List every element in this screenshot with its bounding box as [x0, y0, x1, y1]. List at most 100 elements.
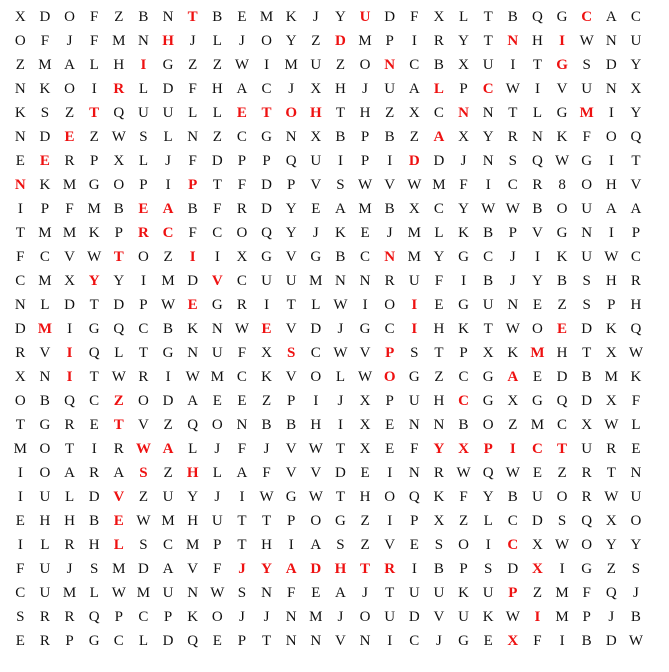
grid-letter[interactable]: J [288, 80, 295, 97]
grid-letter[interactable]: L [433, 80, 444, 97]
grid-letter[interactable]: S [139, 536, 148, 553]
grid-letter[interactable]: J [165, 152, 171, 169]
grid-letter[interactable]: R [581, 488, 592, 505]
grid-letter[interactable]: O [310, 512, 322, 529]
grid-letter[interactable]: A [236, 464, 248, 481]
grid-letter[interactable]: S [582, 296, 591, 313]
grid-letter[interactable]: N [507, 296, 519, 313]
grid-letter[interactable]: O [236, 224, 248, 241]
grid-letter[interactable]: V [335, 632, 346, 649]
grid-letter[interactable]: Q [187, 416, 199, 433]
grid-letter[interactable]: B [113, 200, 124, 217]
grid-letter[interactable]: U [581, 200, 593, 217]
grid-letter[interactable]: O [138, 392, 149, 409]
grid-letter[interactable]: I [534, 608, 541, 625]
grid-letter[interactable]: O [556, 200, 568, 217]
grid-letter[interactable]: O [285, 104, 298, 121]
grid-letter[interactable]: X [630, 80, 642, 97]
grid-letter[interactable]: V [359, 344, 371, 361]
grid-letter[interactable]: N [532, 128, 543, 145]
grid-letter[interactable]: S [434, 536, 444, 553]
grid-letter[interactable]: V [532, 224, 543, 241]
grid-letter[interactable]: V [310, 176, 322, 193]
grid-letter[interactable]: G [162, 56, 174, 73]
grid-letter[interactable]: V [285, 248, 297, 265]
grid-letter[interactable]: T [113, 416, 124, 433]
grid-letter[interactable]: N [138, 32, 149, 49]
grid-letter[interactable]: B [384, 200, 395, 217]
grid-letter[interactable]: K [187, 608, 199, 625]
grid-letter[interactable]: D [64, 296, 75, 313]
grid-letter[interactable]: I [17, 464, 23, 481]
grid-letter[interactable]: M [604, 368, 618, 385]
grid-letter[interactable]: D [39, 128, 51, 145]
grid-letter[interactable]: X [605, 512, 617, 529]
grid-letter[interactable]: Q [581, 512, 593, 529]
grid-letter[interactable]: U [162, 584, 174, 601]
grid-letter[interactable]: O [14, 32, 26, 49]
grid-letter[interactable]: X [605, 344, 617, 361]
grid-letter[interactable]: X [532, 536, 543, 553]
grid-letter[interactable]: A [64, 464, 75, 481]
grid-letter[interactable]: Y [187, 488, 199, 505]
grid-letter[interactable]: D [556, 368, 568, 385]
grid-letter[interactable]: O [359, 608, 371, 625]
grid-letter[interactable]: E [236, 104, 247, 121]
grid-letter[interactable]: N [236, 416, 248, 433]
grid-letter[interactable]: D [581, 320, 593, 337]
grid-letter[interactable]: T [483, 32, 493, 49]
grid-letter[interactable]: M [407, 248, 421, 265]
grid-letter[interactable]: U [482, 56, 494, 73]
grid-letter[interactable]: N [482, 104, 494, 121]
grid-letter[interactable]: Q [113, 320, 125, 337]
grid-letter[interactable]: I [140, 56, 147, 73]
grid-letter[interactable]: W [407, 176, 422, 193]
grid-letter[interactable]: J [460, 152, 467, 169]
grid-letter[interactable]: W [160, 296, 176, 313]
grid-letter[interactable]: C [310, 344, 321, 361]
grid-letter[interactable]: M [432, 176, 446, 193]
grid-letter[interactable]: L [138, 632, 149, 649]
grid-letter[interactable]: N [285, 128, 297, 145]
grid-letter[interactable]: V [113, 488, 125, 505]
grid-letter[interactable]: X [14, 8, 26, 25]
grid-letter[interactable]: A [113, 464, 125, 481]
grid-letter[interactable]: X [261, 344, 272, 361]
grid-letter[interactable]: Z [261, 392, 272, 409]
grid-letter[interactable]: U [408, 272, 420, 289]
grid-letter[interactable]: H [335, 80, 346, 97]
grid-letter[interactable]: O [359, 56, 371, 73]
grid-letter[interactable]: F [582, 584, 591, 601]
grid-letter[interactable]: H [556, 344, 568, 361]
grid-letter[interactable]: T [557, 440, 568, 457]
grid-letter[interactable]: S [336, 176, 345, 193]
grid-letter[interactable]: V [285, 440, 297, 457]
grid-letter[interactable]: C [212, 224, 223, 241]
grid-letter[interactable]: X [310, 128, 322, 145]
grid-letter[interactable]: T [113, 248, 124, 265]
grid-letter[interactable]: Q [605, 584, 617, 601]
grid-letter[interactable]: N [261, 584, 272, 601]
grid-letter[interactable]: W [505, 464, 520, 481]
grid-letter[interactable]: K [433, 488, 445, 505]
grid-letter[interactable]: D [187, 272, 199, 289]
grid-letter[interactable]: T [335, 440, 346, 457]
grid-letter[interactable]: G [581, 560, 593, 577]
grid-letter[interactable]: U [581, 80, 593, 97]
grid-letter[interactable]: X [458, 56, 469, 73]
grid-letter[interactable]: U [581, 248, 593, 265]
grid-letter[interactable]: N [359, 632, 371, 649]
grid-letter[interactable]: O [458, 536, 469, 553]
grid-letter[interactable]: F [188, 152, 197, 169]
grid-letter[interactable]: W [308, 488, 323, 505]
grid-letter[interactable]: W [135, 440, 151, 457]
grid-letter[interactable]: I [214, 248, 220, 265]
grid-letter[interactable]: F [287, 584, 296, 601]
grid-letter[interactable]: Z [212, 56, 222, 73]
grid-letter[interactable]: M [358, 32, 372, 49]
grid-letter[interactable]: C [507, 176, 518, 193]
grid-letter[interactable]: T [335, 104, 346, 121]
grid-letter[interactable]: M [530, 344, 545, 361]
grid-letter[interactable]: W [234, 320, 250, 337]
grid-letter[interactable]: Z [508, 416, 518, 433]
